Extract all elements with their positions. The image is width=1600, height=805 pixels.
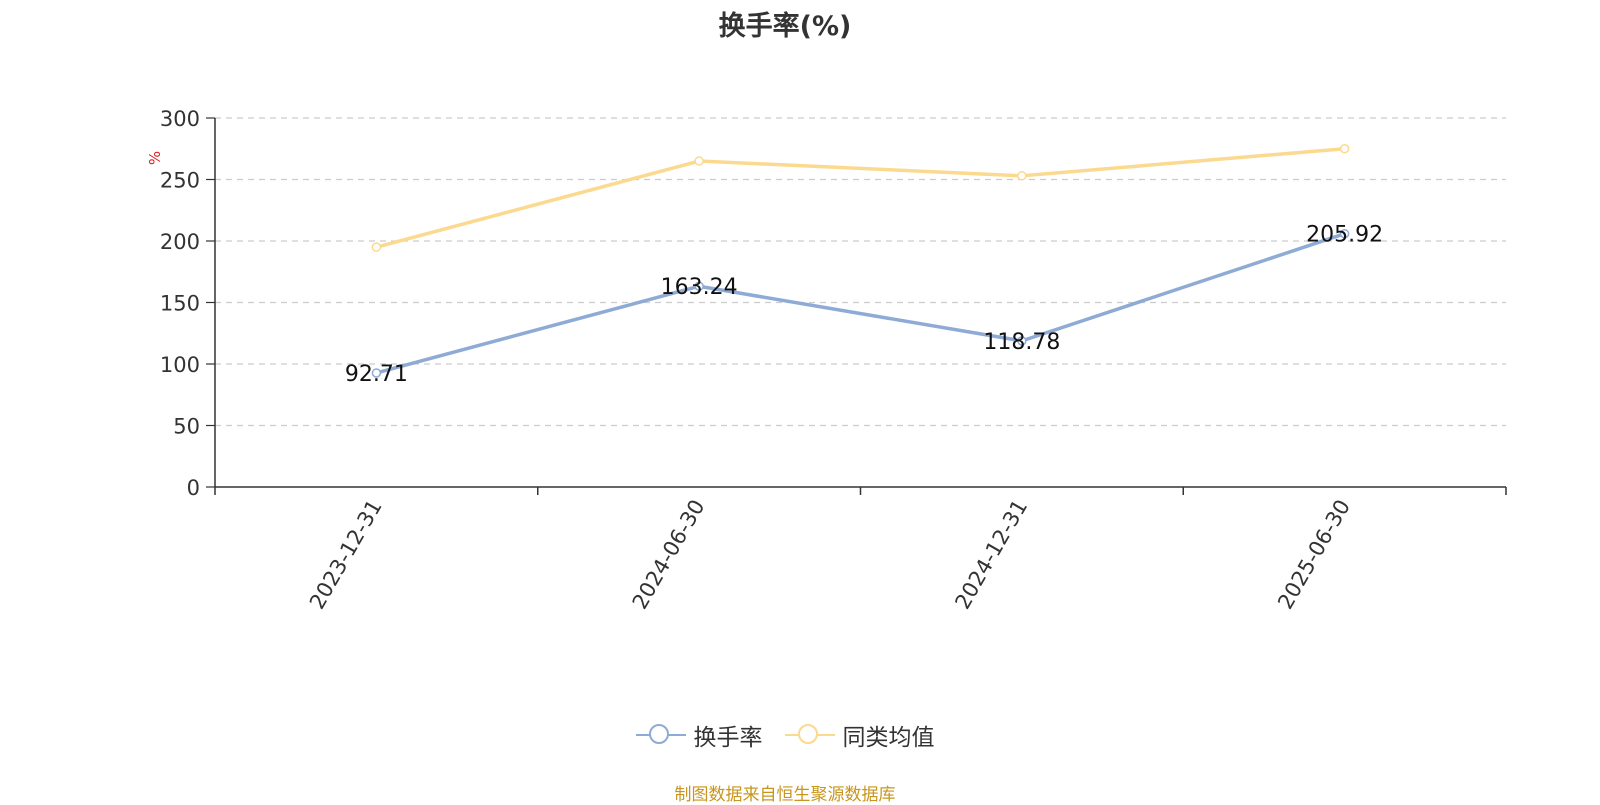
data-point-peer-average xyxy=(1339,144,1350,154)
data-point-peer-average xyxy=(371,242,382,252)
legend: 换手率 同类均值 xyxy=(0,718,1570,752)
data-label: 205.92 xyxy=(1306,223,1383,248)
y-tick-label: 0 xyxy=(187,476,200,500)
legend-label-peer-average: 同类均值 xyxy=(842,725,935,751)
data-source-note: 制图数据来自恒生聚源数据库 xyxy=(674,785,896,805)
y-tick-label: 250 xyxy=(160,169,200,193)
x-tick-label: 2023-12-31 xyxy=(305,496,387,614)
data-point-peer-average xyxy=(694,156,704,166)
x-tick-label: 2024-06-30 xyxy=(628,496,710,614)
y-axis-unit-label: % xyxy=(146,151,164,165)
series-line-peer-average xyxy=(375,147,1345,249)
data-point-turnover xyxy=(1017,336,1027,346)
y-tick-label: 150 xyxy=(160,292,200,316)
legend-label-turnover: 换手率 xyxy=(693,725,763,751)
data-label: 163.24 xyxy=(661,275,738,300)
data-label: 118.78 xyxy=(983,330,1060,355)
data-point-turnover xyxy=(371,368,382,378)
y-tick-label: 200 xyxy=(160,230,200,254)
data-point-turnover xyxy=(1339,228,1350,239)
legend-turnover-marker-icon xyxy=(635,723,686,747)
data-point-turnover xyxy=(694,281,704,291)
legend-peer-average-marker-icon xyxy=(784,723,835,747)
x-tick-label: 2024-12-31 xyxy=(950,496,1032,614)
legend-item-turnover[interactable]: 换手率 xyxy=(635,718,763,752)
y-tick-label: 50 xyxy=(173,415,200,439)
y-tick-label: 100 xyxy=(160,353,200,377)
data-point-peer-average xyxy=(1017,171,1027,181)
x-tick-label: 2025-06-30 xyxy=(1273,496,1355,614)
series-line-turnover xyxy=(375,232,1346,375)
legend-item-peer-average[interactable]: 同类均值 xyxy=(784,718,935,752)
y-tick-label: 300 xyxy=(160,107,200,131)
chart-title: 换手率(%) xyxy=(718,11,852,42)
data-label: 92.71 xyxy=(345,362,408,387)
